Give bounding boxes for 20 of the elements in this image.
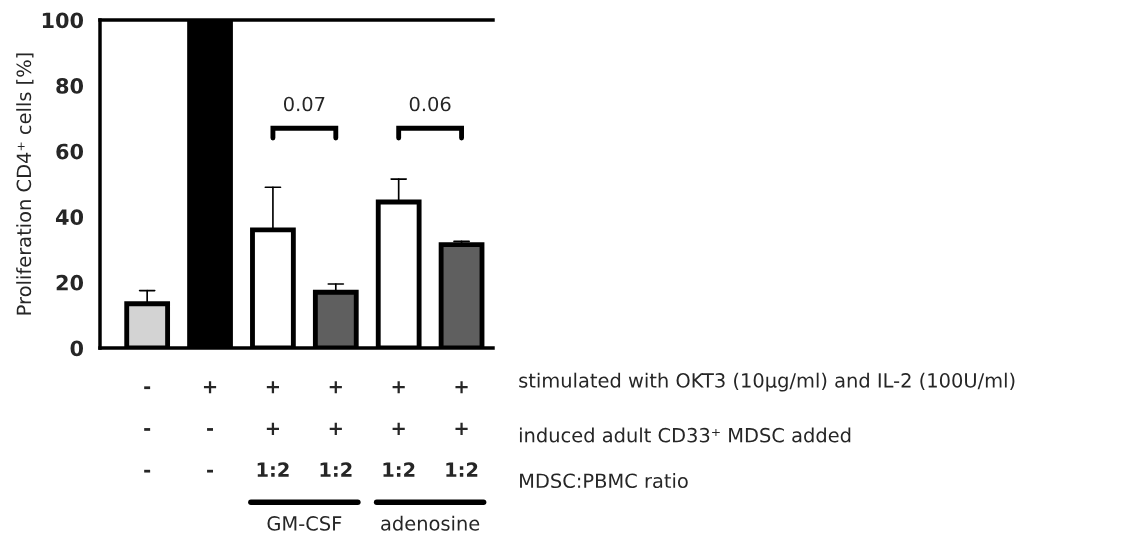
text: stimulated with OKT3 (10µg/ml) and IL-2 (100U/ml) [519, 372, 1015, 392]
category-label: + + 1:2 [257, 381, 289, 477]
text: MDSC:PBMC ratio [520, 473, 688, 489]
text: GM-CSF [267, 516, 342, 531]
category-label: + + 1:2 [320, 381, 352, 477]
category-label: + + 1:2 [383, 381, 415, 477]
y-tick-label: 100 [42, 12, 84, 29]
y-tick-label: 80 [56, 78, 84, 94]
y-tick-label: 60 [56, 143, 84, 160]
y-tick-label: 0 [70, 340, 84, 357]
category-label: + - - [203, 381, 217, 473]
annotation: 0.06 [409, 96, 451, 112]
y-tick-label: 20 [56, 274, 84, 291]
category-label: - - - [144, 386, 151, 473]
annotation: 0.07 [283, 96, 325, 112]
text: induced adult CD33⁺ MDSC added [519, 427, 851, 443]
y-axis-title: Proliferation CD4⁺ cells [%] [16, 53, 34, 315]
text: adenosine [381, 515, 480, 531]
y-tick-label: 40 [55, 209, 84, 226]
category-label: + + 1:2 [446, 381, 478, 477]
